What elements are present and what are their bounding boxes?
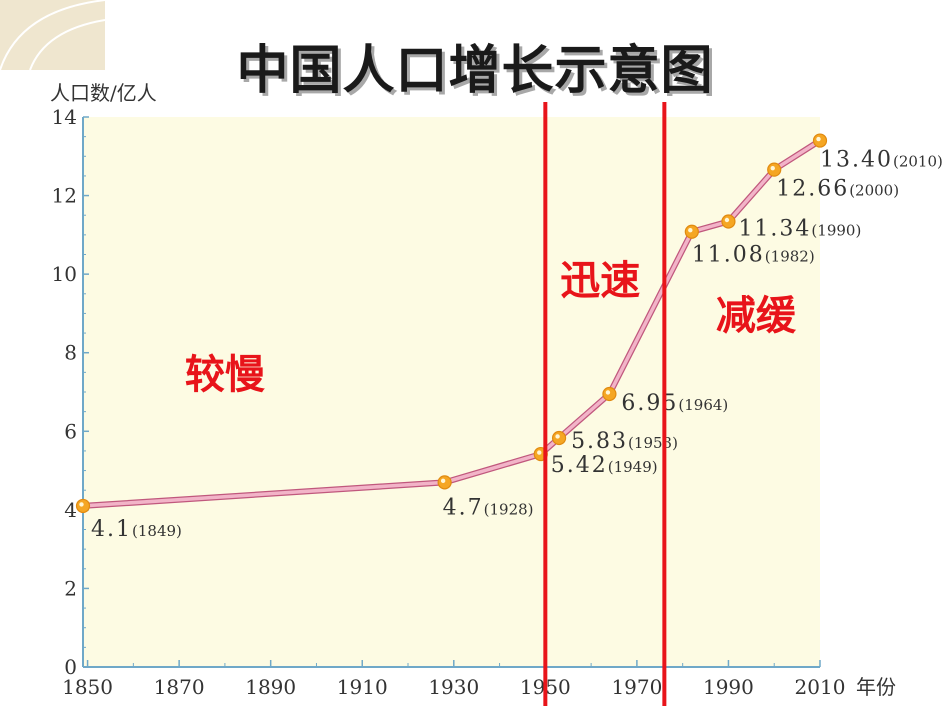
- y-axis-label: 人口数/亿人: [50, 81, 157, 105]
- corner-arc-decoration: [0, 0, 105, 70]
- data-point-highlight: [770, 165, 775, 171]
- y-tick-label: 10: [52, 262, 77, 286]
- data-label: 11.08(1982): [692, 243, 815, 268]
- x-tick-label: 1850: [62, 675, 113, 699]
- data-point-highlight: [79, 502, 84, 507]
- y-tick-label: 0: [64, 655, 77, 679]
- plot-background: [83, 117, 820, 667]
- data-point-highlight: [440, 478, 446, 484]
- data-label-value: 12.66: [776, 177, 849, 202]
- data-label-year: (2010): [893, 153, 943, 171]
- data-label-year: (1928): [484, 500, 534, 518]
- x-tick-label: 1970: [611, 675, 662, 699]
- data-point-highlight: [816, 136, 821, 142]
- x-tick-label: 2010: [795, 675, 846, 699]
- x-tick-label: 1890: [245, 675, 296, 699]
- data-label-value: 6.95: [621, 391, 678, 416]
- y-tick-label: 4: [64, 498, 77, 522]
- y-tick-label: 12: [52, 184, 77, 208]
- y-tick-label: 8: [64, 341, 77, 365]
- data-point-highlight: [724, 217, 730, 223]
- stage-label: 减缓: [716, 293, 797, 339]
- y-tick-label: 14: [52, 105, 77, 129]
- y-tick-label: 2: [64, 576, 77, 600]
- data-label-value: 11.08: [692, 243, 765, 268]
- data-label-year: (1849): [132, 522, 182, 540]
- stage-dividers: [543, 102, 667, 706]
- y-axis: 0 2 4 6 8 10 12 14: [52, 105, 89, 679]
- y-tick-label: 6: [64, 419, 77, 443]
- data-label-value: 13.40: [820, 148, 893, 173]
- x-tick-label: 1870: [154, 675, 205, 699]
- data-label-year: (2000): [849, 182, 899, 200]
- stage-label: 迅速: [560, 258, 640, 304]
- stage-label: 较慢: [185, 352, 265, 398]
- data-point-highlight: [537, 450, 542, 455]
- data-point-highlight: [605, 390, 611, 395]
- data-label: 13.40(2010): [820, 148, 943, 173]
- data-label-value: 5.83: [571, 429, 628, 454]
- data-label: 4.7(1928): [443, 495, 534, 520]
- data-point-highlight: [555, 434, 560, 439]
- data-label-year: (1949): [608, 458, 658, 476]
- population-series: 4.1(1849)4.7(1928)5.42(1949)5.83(1953)6.…: [75, 133, 943, 542]
- data-label-year: (1990): [811, 222, 861, 240]
- data-label-year: (1964): [678, 396, 728, 414]
- page-title: 中国人口增长示意图: [236, 41, 714, 101]
- x-tick-label: 1990: [703, 675, 754, 699]
- data-label: 11.34(1990): [738, 217, 861, 242]
- data-point-highlight: [688, 228, 693, 233]
- corner-decoration: [0, 0, 105, 70]
- data-label: 6.95(1964): [621, 391, 728, 416]
- x-tick-label: 1910: [337, 675, 388, 699]
- data-label-year: (1982): [765, 248, 815, 266]
- data-label-value: 4.1: [91, 517, 132, 542]
- data-label-value: 11.34: [738, 217, 811, 242]
- x-axis-label: 年份: [856, 675, 896, 699]
- data-label-year: (1953): [628, 434, 678, 452]
- data-label: 5.42(1949): [551, 453, 658, 478]
- x-axis: 185018701890191019301950197019902010: [62, 660, 845, 699]
- data-label: 4.1(1849): [91, 517, 182, 542]
- data-label-value: 4.7: [443, 495, 484, 520]
- data-label-value: 5.42: [551, 453, 608, 478]
- x-tick-label: 1930: [428, 675, 479, 699]
- data-label: 12.66(2000): [776, 177, 899, 202]
